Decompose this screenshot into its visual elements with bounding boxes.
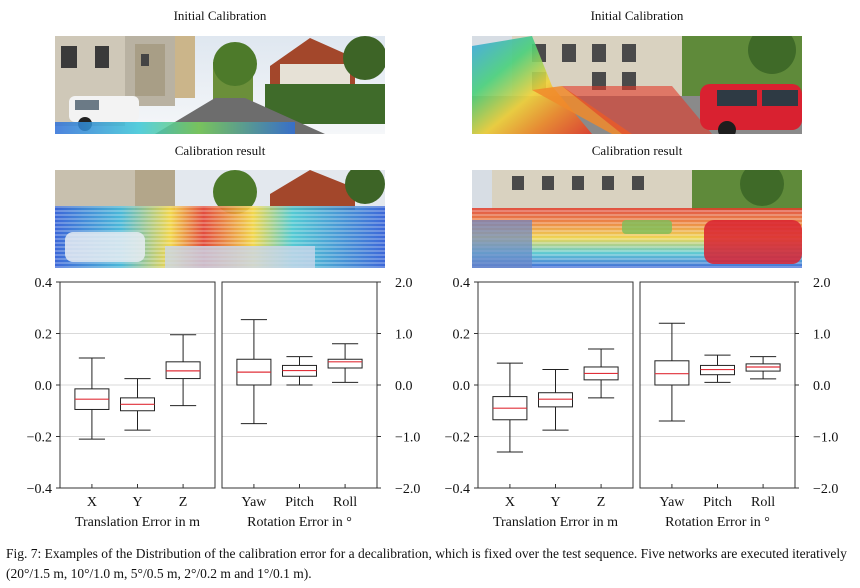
translation-category-label: Y: [132, 495, 142, 510]
right-axis-tick-label: 2.0: [395, 276, 413, 291]
right-axis-tick-label: −2.0: [813, 482, 838, 497]
rotation-category-label: Yaw: [659, 495, 685, 510]
box-iqr: [327, 358, 363, 369]
translation-box-z: [165, 334, 201, 407]
translation-category-label: X: [505, 495, 515, 510]
box-plot-left: 0.4 0.2 0.0 −0.2 −0.4 2.0 1.0 0.0 −1.0 −2.0 X Y Z Tra…: [27, 276, 421, 530]
panel-right-result-title: Calibration result: [591, 143, 683, 158]
left-axis-tick-label: −0.4: [445, 482, 470, 497]
translation-box-y: [120, 378, 155, 431]
left-axis-tick-label: −0.4: [27, 482, 52, 497]
box-iqr: [165, 361, 201, 380]
translation-category-label: Y: [550, 495, 560, 510]
figure-caption: Fig. 7: Examples of the Distribution of …: [6, 546, 847, 581]
left-axis-tick-label: −0.2: [445, 431, 470, 446]
left-calibration-result-image: [55, 170, 385, 268]
box-iqr: [654, 360, 690, 386]
panel-right-initial-title: Initial Calibration: [590, 8, 684, 23]
rotation-axis-label: Rotation Error in °: [665, 515, 770, 530]
left-axis-tick-label: 0.2: [453, 328, 471, 343]
left-axis-tick-label: 0.2: [35, 328, 53, 343]
box-plot-right: 0.4 0.2 0.0 −0.2 −0.4 2.0 1.0 0.0 −1.0 −2.0 X Y Z Tra…: [445, 276, 839, 530]
panel-left-initial-title: Initial Calibration: [173, 8, 267, 23]
translation-box-x: [492, 362, 528, 453]
box-iqr: [538, 392, 573, 408]
right-axis-tick-label: 1.0: [813, 328, 831, 343]
right-initial-calibration-image: [472, 36, 802, 134]
rotation-category-label: Pitch: [285, 495, 314, 510]
rotation-axis-label: Rotation Error in °: [247, 515, 352, 530]
left-axis-tick-label: 0.4: [35, 276, 53, 291]
translation-axis-label: Translation Error in m: [75, 515, 200, 530]
rotation-box-pitch: [700, 354, 735, 383]
left-initial-calibration-image: [55, 36, 385, 134]
translation-box-y: [538, 369, 573, 431]
rotation-category-label: Pitch: [703, 495, 732, 510]
translation-axis-label: Translation Error in m: [493, 515, 618, 530]
rotation-box-roll: [327, 343, 363, 383]
rotation-box-roll: [745, 356, 781, 380]
rotation-category-label: Roll: [333, 495, 357, 510]
rotation-box-yaw: [654, 322, 690, 422]
right-axis-tick-label: −1.0: [813, 431, 838, 446]
left-axis-tick-label: −0.2: [27, 431, 52, 446]
translation-category-label: Z: [597, 495, 606, 510]
rotation-category-label: Roll: [751, 495, 775, 510]
left-axis-tick-label: 0.0: [453, 379, 471, 394]
translation-category-label: X: [87, 495, 97, 510]
translation-category-label: Z: [179, 495, 188, 510]
rotation-box-pitch: [282, 356, 317, 386]
translation-box-x: [74, 357, 110, 440]
right-axis-tick-label: −1.0: [395, 431, 420, 446]
panel-left-result-title: Calibration result: [174, 143, 266, 158]
translation-box-z: [583, 348, 619, 399]
left-axis-tick-label: 0.4: [453, 276, 471, 291]
left-axis-tick-label: 0.0: [35, 379, 53, 394]
right-axis-tick-label: 0.0: [813, 379, 831, 394]
right-axis-tick-label: −2.0: [395, 482, 420, 497]
rotation-category-label: Yaw: [241, 495, 267, 510]
right-calibration-result-image: [472, 170, 802, 268]
rotation-box-yaw: [236, 319, 272, 425]
right-axis-tick-label: 0.0: [395, 379, 413, 394]
right-axis-tick-label: 2.0: [813, 276, 831, 291]
right-axis-tick-label: 1.0: [395, 328, 413, 343]
